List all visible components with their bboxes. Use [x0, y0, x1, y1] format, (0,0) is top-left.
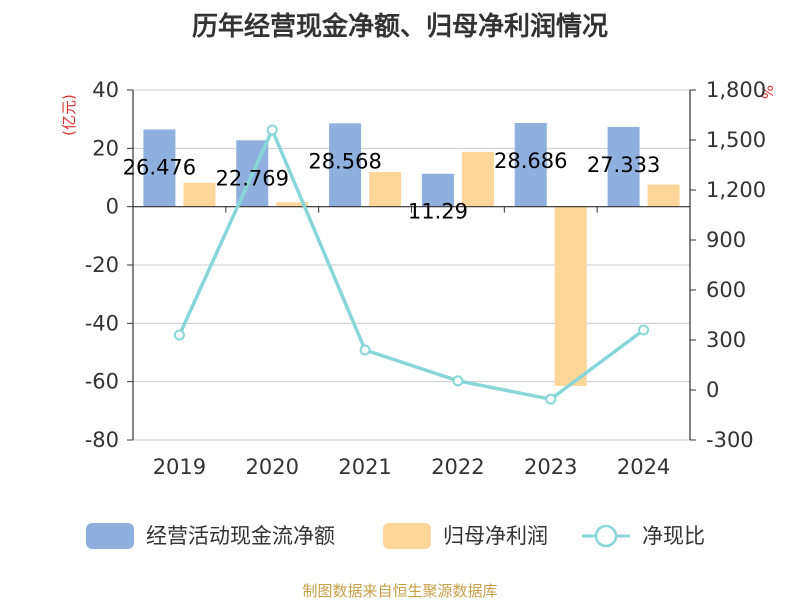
legend-swatch-netprofit: [383, 523, 431, 549]
ratio-point-2021: [359, 344, 371, 356]
y-left-tick-label: -60: [85, 370, 119, 394]
y-right-tick-label: 1,500: [706, 128, 766, 152]
bar-cashflow-2023: [514, 122, 547, 207]
y-right-tick-label: -300: [706, 428, 754, 452]
ratio-point-2022: [452, 375, 464, 387]
x-tick-label: 2023: [524, 455, 577, 479]
legend: 经营活动现金流净额 归母净利润 净现比: [86, 523, 705, 549]
legend-label-netprofit: 归母净利润: [443, 524, 548, 548]
y-left-label: (亿元): [60, 94, 78, 136]
data-labels: 26.476 22.769 28.568 11.29 28.686 27.333: [123, 149, 661, 224]
bar-netprofit-2020: [276, 202, 309, 207]
x-tick-label: 2020: [246, 455, 299, 479]
y-right-label: %: [758, 85, 776, 99]
ratio-point-2024: [638, 324, 650, 336]
ratio-polyline: [177, 125, 645, 402]
ratio-point-2023: [545, 393, 557, 405]
legend-marker-ratio: [594, 524, 618, 548]
ratio-line: [173, 124, 650, 405]
bar-cashflow-2022: [421, 173, 454, 207]
y-right-tick-label: 1,800: [706, 78, 766, 102]
ratio-point-2019: [173, 329, 185, 341]
source-note: 制图数据来自恒生聚源数据库: [302, 582, 497, 600]
y-left-tick-label: -20: [85, 253, 119, 277]
bar-netprofit-2022: [461, 151, 494, 207]
legend-swatch-cashflow: [86, 523, 134, 549]
y-right-tick-label: 600: [706, 278, 746, 302]
y-left-tick-label: -80: [85, 428, 119, 452]
bar-netprofit-2019: [183, 182, 216, 207]
grid: [133, 89, 690, 441]
y-right-tick-label: 1,200: [706, 178, 766, 202]
chart-title: 历年经营现金净额、归母净利润情况: [192, 11, 608, 42]
data-label-2022: 11.29: [408, 200, 468, 224]
legend-label-ratio: 净现比: [642, 524, 705, 548]
legend-label-cashflow: 经营活动现金流净额: [146, 524, 335, 548]
y-left-tick-label: 40: [92, 78, 119, 102]
x-tick-label: 2021: [338, 455, 391, 479]
y-right-tick-label: 0: [706, 378, 719, 402]
y-left-tick-label: 20: [92, 136, 119, 160]
data-label-2023: 28.686: [494, 149, 567, 173]
bar-cashflow-2021: [329, 123, 362, 207]
axes: 40 20 0 -20 -40 -60 -80 1,800 1,500 1,200 900 600 30…: [85, 78, 766, 479]
bar-netprofit-2021: [369, 171, 402, 207]
bar-netprofit-2023: [554, 206, 587, 387]
data-label-2021: 28.568: [308, 149, 381, 173]
data-label-2024: 27.333: [587, 153, 660, 177]
bar-netprofit-2024: [647, 184, 680, 207]
ratio-point-2020: [266, 124, 278, 136]
y-right-tick-label: 300: [706, 328, 746, 352]
x-tick-label: 2022: [431, 455, 484, 479]
data-label-2019: 26.476: [123, 155, 196, 179]
y-right-tick-label: 900: [706, 228, 746, 252]
x-tick-label: 2019: [153, 455, 206, 479]
x-tick-label: 2024: [617, 455, 670, 479]
y-left-tick-label: -40: [85, 311, 119, 335]
data-label-2020: 22.769: [216, 166, 289, 190]
y-left-tick-label: 0: [106, 195, 119, 219]
bar-cashflow-2019: [143, 129, 176, 207]
bar-cashflow-2024: [607, 126, 640, 207]
